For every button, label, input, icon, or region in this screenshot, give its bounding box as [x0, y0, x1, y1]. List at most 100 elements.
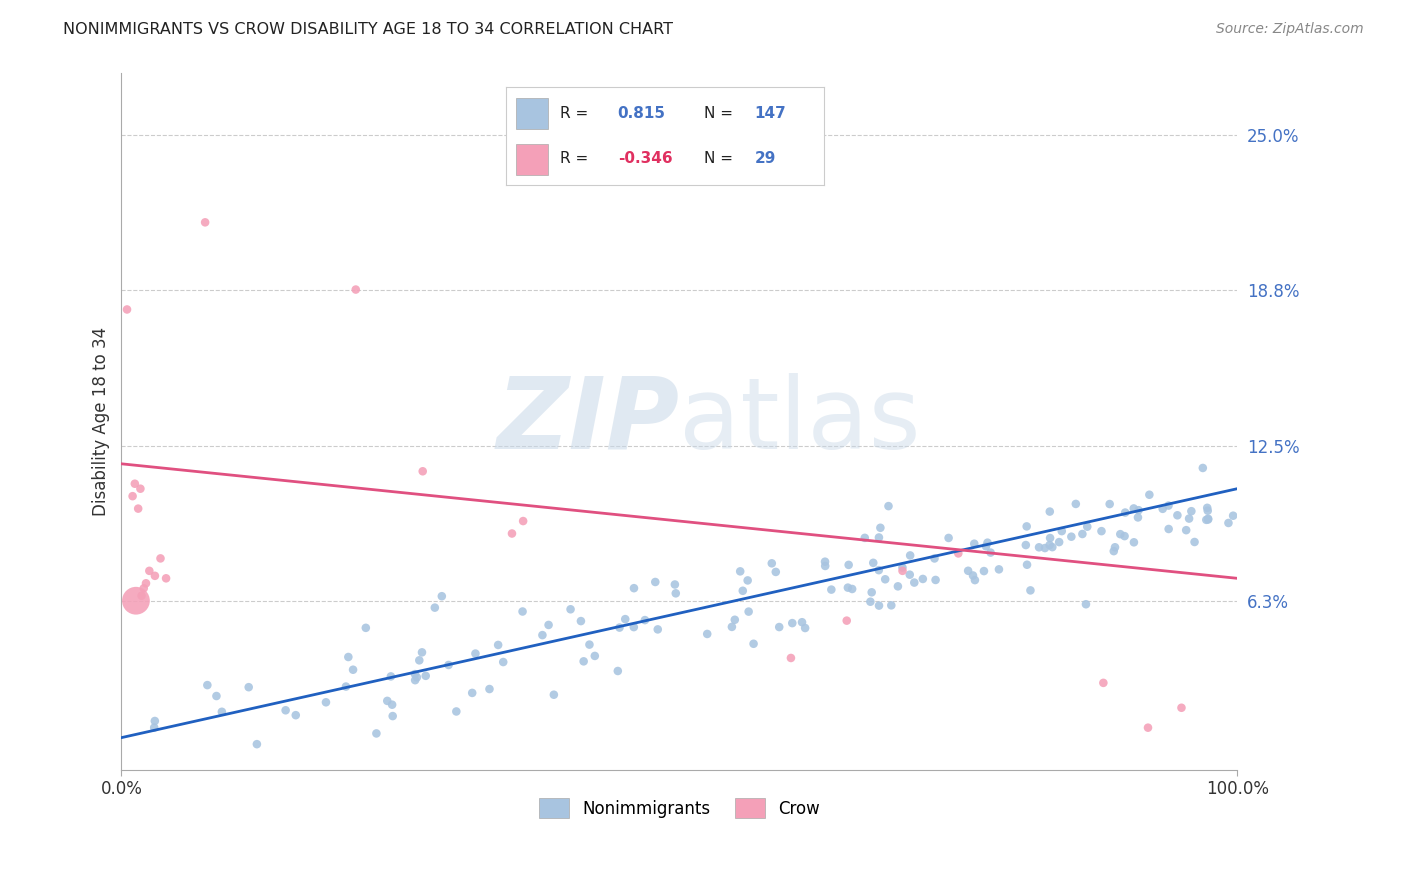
- Point: [381, 709, 404, 723]
- Point: [887, 579, 910, 593]
- Point: [1050, 524, 1073, 538]
- Point: [315, 695, 337, 709]
- Point: [578, 638, 600, 652]
- Point: [1191, 461, 1213, 475]
- Point: [891, 564, 914, 578]
- Point: [461, 686, 484, 700]
- Point: [492, 655, 515, 669]
- Point: [1060, 530, 1083, 544]
- Point: [284, 708, 307, 723]
- Point: [124, 476, 146, 491]
- Point: [644, 574, 666, 589]
- Point: [238, 680, 260, 694]
- Point: [143, 714, 166, 728]
- Point: [868, 563, 890, 577]
- Point: [205, 689, 228, 703]
- Point: [155, 571, 177, 585]
- Point: [980, 545, 1002, 559]
- Point: [569, 614, 592, 628]
- Point: [737, 574, 759, 588]
- Point: [911, 572, 934, 586]
- Point: [138, 564, 160, 578]
- Point: [274, 703, 297, 717]
- Point: [1157, 499, 1180, 513]
- Point: [868, 599, 890, 613]
- Point: [898, 567, 921, 582]
- Point: [647, 623, 669, 637]
- Point: [537, 618, 560, 632]
- Point: [623, 581, 645, 595]
- Point: [446, 705, 468, 719]
- Point: [246, 737, 269, 751]
- Point: [1197, 512, 1219, 526]
- Point: [1184, 535, 1206, 549]
- Point: [1126, 510, 1149, 524]
- Point: [898, 549, 921, 563]
- Point: [623, 620, 645, 634]
- Point: [125, 593, 148, 607]
- Point: [1178, 511, 1201, 525]
- Point: [924, 551, 946, 566]
- Point: [1015, 558, 1038, 572]
- Point: [963, 537, 986, 551]
- Point: [464, 647, 486, 661]
- Point: [1166, 508, 1188, 523]
- Point: [891, 560, 914, 574]
- Point: [354, 621, 377, 635]
- Point: [344, 283, 367, 297]
- Point: [501, 526, 523, 541]
- Point: [820, 582, 842, 597]
- Point: [835, 614, 858, 628]
- Point: [1180, 504, 1202, 518]
- Point: [335, 680, 357, 694]
- Point: [862, 556, 884, 570]
- Point: [1122, 535, 1144, 549]
- Point: [1197, 500, 1219, 515]
- Point: [195, 678, 218, 692]
- Point: [543, 688, 565, 702]
- Point: [135, 576, 157, 591]
- Point: [957, 564, 980, 578]
- Point: [761, 557, 783, 571]
- Point: [366, 726, 388, 740]
- Point: [478, 681, 501, 696]
- Point: [880, 599, 903, 613]
- Point: [665, 586, 688, 600]
- Point: [1109, 527, 1132, 541]
- Point: [115, 302, 138, 317]
- Point: [194, 215, 217, 229]
- Point: [794, 621, 817, 635]
- Point: [1114, 506, 1136, 520]
- Point: [121, 489, 143, 503]
- Point: [1114, 529, 1136, 543]
- Point: [696, 627, 718, 641]
- Point: [143, 721, 166, 735]
- Point: [437, 657, 460, 672]
- Point: [973, 564, 995, 578]
- Point: [924, 573, 946, 587]
- Point: [1071, 527, 1094, 541]
- Point: [721, 620, 744, 634]
- Point: [841, 582, 863, 596]
- Point: [423, 600, 446, 615]
- Point: [868, 531, 890, 545]
- Point: [724, 613, 747, 627]
- Point: [903, 575, 925, 590]
- Point: [1039, 538, 1062, 552]
- Point: [572, 654, 595, 668]
- Point: [1197, 504, 1219, 518]
- Point: [609, 621, 631, 635]
- Point: [1028, 541, 1050, 555]
- Point: [415, 669, 437, 683]
- Point: [132, 582, 155, 596]
- Point: [1222, 508, 1244, 523]
- Point: [1218, 516, 1240, 530]
- Point: [337, 650, 360, 665]
- Point: [1039, 531, 1062, 545]
- Text: atlas: atlas: [679, 373, 921, 470]
- Point: [531, 628, 554, 642]
- Point: [129, 482, 152, 496]
- Point: [838, 558, 860, 572]
- Point: [1074, 597, 1097, 611]
- Text: NONIMMIGRANTS VS CROW DISABILITY AGE 18 TO 34 CORRELATION CHART: NONIMMIGRANTS VS CROW DISABILITY AGE 18 …: [63, 22, 673, 37]
